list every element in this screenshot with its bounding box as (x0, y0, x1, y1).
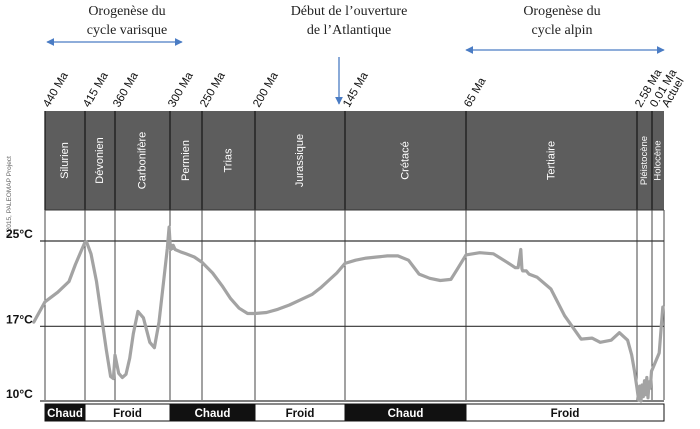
climate-band-label: Chaud (195, 408, 231, 420)
period-label: Jurassique (294, 134, 306, 187)
temperature-tick-labels: 25°C 17°C 10°C (6, 227, 33, 401)
atlantique-annotation-line2: de l’Atlantique (307, 23, 391, 38)
period-band: Silurien Dévonien Carbonifère Permien Trias J… (44, 111, 664, 210)
time-tick-label: 145 Ma (341, 70, 371, 110)
climate-band-label: Chaud (388, 408, 424, 420)
time-tick-label: 200 Ma (251, 70, 281, 110)
temperature-tick-label: 17°C (6, 312, 33, 326)
time-tick-label: 250 Ma (198, 70, 228, 110)
atlantique-annotation-line1: Début de l’ouverture (291, 4, 408, 19)
period-label: Tertiaire (545, 141, 557, 180)
period-label: Silurien (59, 142, 71, 179)
time-tick-label: 300 Ma (166, 70, 196, 110)
period-label: Dévonien (94, 137, 106, 183)
time-tick-label: 65 Ma (462, 75, 489, 109)
period-label: Trias (222, 148, 234, 173)
period-label: Crétacé (399, 141, 411, 180)
period-label: Carbonifère (136, 132, 148, 189)
period-band-background (45, 111, 664, 210)
varisque-annotation-line1: Orogenèse du (88, 4, 165, 19)
climate-band-row: Chaud Froid Chaud Froid Chaud Froid (44, 403, 665, 422)
climate-band-froid (465, 403, 665, 422)
climate-band-label: Froid (113, 408, 142, 420)
time-tick-label: 415 Ma (81, 70, 111, 110)
period-label: Pléistocène (639, 136, 650, 185)
period-label: Holocène (653, 140, 664, 180)
alpin-annotation-line1: Orogenèse du (523, 4, 600, 19)
temperature-tick-label: 10°C (6, 387, 33, 401)
climate-band-label: Froid (286, 408, 315, 420)
climate-band-label: Froid (551, 408, 580, 420)
climate-band-label: Chaud (47, 408, 83, 420)
time-tick-labels: 440 Ma 415 Ma 360 Ma 300 Ma 250 Ma 200 Ma 145 … (41, 67, 686, 110)
period-label: Permien (180, 140, 192, 181)
temperature-tick-label: 25°C (6, 227, 33, 241)
chart-grid (40, 209, 665, 402)
temperature-curve (32, 225, 665, 403)
copyright-text: © 2015, PALEOMAP Project (5, 156, 13, 238)
varisque-annotation-line2: cycle varisque (87, 23, 167, 38)
time-tick-label: 440 Ma (41, 70, 71, 110)
time-tick-label: 360 Ma (111, 70, 141, 110)
alpin-annotation-line2: cycle alpin (531, 23, 592, 38)
